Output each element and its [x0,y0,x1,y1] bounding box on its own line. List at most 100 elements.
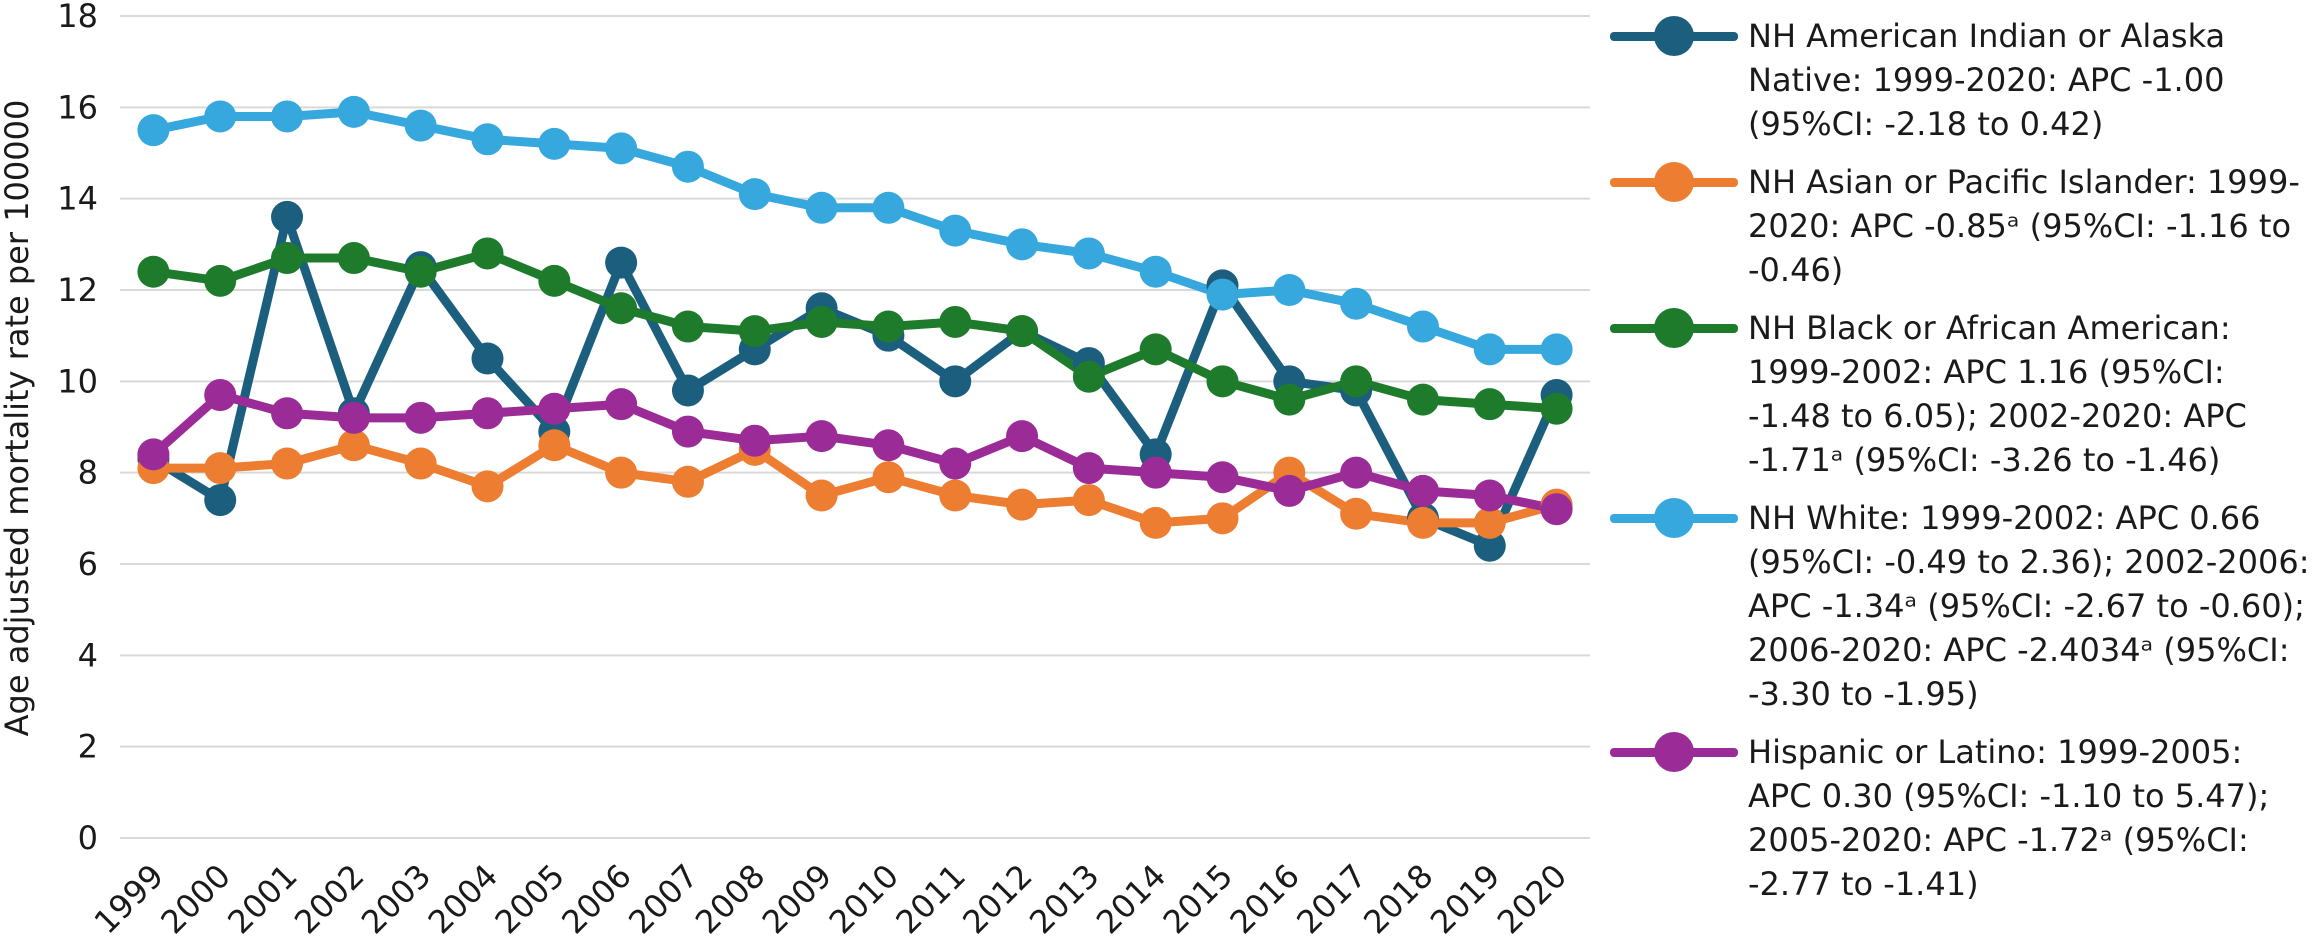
data-point-series-1 [471,342,504,375]
data-point-series-3 [1273,383,1306,416]
data-point-series-4 [337,95,370,128]
data-point-series-2 [872,461,905,494]
legend-label: NH White: 1999-2002: APC 0.66 (95%CI: -0… [1748,499,2310,713]
x-tick-label: 2003 [354,857,438,941]
data-point-series-4 [738,178,771,211]
y-tick-label: 2 [78,728,98,766]
data-point-series-2 [1406,506,1439,539]
legend-label: NH Asian or Pacific Islander: 1999-2020:… [1748,163,2300,289]
data-point-series-3 [1006,315,1039,348]
data-point-series-5 [1273,474,1306,507]
data-point-series-2 [805,479,838,512]
data-point-series-2 [605,456,638,489]
data-point-series-4 [872,191,905,224]
data-point-series-1 [204,484,237,517]
data-point-series-4 [538,127,571,160]
x-tick-label: 2012 [955,857,1039,941]
data-point-series-3 [271,242,304,275]
data-point-series-4 [1406,310,1439,343]
x-tick-label: 1999 [87,857,171,941]
data-point-series-3 [471,237,504,270]
data-point-series-5 [1206,461,1239,494]
data-point-series-5 [1139,456,1172,489]
data-point-series-5 [805,420,838,453]
data-point-series-5 [939,447,972,480]
legend-item: NH Asian or Pacific Islander: 1999-2020:… [1610,160,2310,292]
x-tick-label: 2020 [1490,857,1574,941]
x-axis-ticks: 1999200020012002200320042005200620072008… [87,857,1575,941]
x-tick-label: 2007 [621,857,705,941]
data-point-series-3 [872,310,905,343]
data-point-series-2 [1006,488,1039,521]
data-point-series-2 [1072,484,1105,517]
y-tick-label: 0 [78,819,98,857]
data-point-series-4 [805,191,838,224]
legend-label: Hispanic or Latino: 1999-2005: APC 0.30 … [1748,733,2270,903]
data-point-series-3 [137,255,170,288]
data-point-series-5 [538,392,571,425]
x-tick-label: 2019 [1423,857,1507,941]
data-point-series-5 [738,424,771,457]
data-point-series-5 [605,388,638,421]
legend-label: NH American Indian or Alaska Native: 199… [1748,17,2226,143]
data-point-series-2 [538,429,571,462]
data-point-series-4 [137,114,170,147]
gridlines [120,15,1590,839]
y-tick-label: 18 [57,0,98,35]
data-point-series-5 [271,397,304,430]
legend-item: NH Black or African American: 1999-2002:… [1610,306,2310,482]
data-point-series-2 [404,447,437,480]
data-point-series-4 [671,150,704,183]
data-point-series-4 [1072,237,1105,270]
x-tick-label: 2005 [488,857,572,941]
data-point-series-5 [872,429,905,462]
data-point-series-2 [1206,502,1239,535]
data-point-series-2 [337,429,370,462]
data-point-series-2 [271,447,304,480]
series-line-3 [148,249,1562,414]
x-tick-label: 2016 [1223,857,1307,941]
data-point-series-4 [1206,278,1239,311]
y-tick-label: 8 [78,454,98,492]
data-point-series-2 [939,479,972,512]
legend-label: NH Black or African American: 1999-2002:… [1748,309,2247,479]
data-point-series-3 [1340,365,1373,398]
data-point-series-4 [1139,255,1172,288]
data-point-series-4 [1273,274,1306,306]
legend-swatch [1610,730,1738,774]
data-point-series-4 [471,123,504,156]
y-tick-label: 14 [57,180,98,218]
series-lines [148,107,1562,551]
x-tick-label: 2017 [1289,857,1373,941]
data-point-series-3 [1473,388,1506,421]
x-tick-label: 2002 [287,857,371,941]
data-point-series-4 [204,100,237,133]
data-point-series-5 [671,415,704,448]
data-point-series-2 [1139,506,1172,539]
x-tick-label: 2009 [755,857,839,941]
x-tick-label: 2013 [1022,857,1106,941]
data-point-series-3 [204,264,237,297]
x-tick-label: 2006 [554,857,638,941]
data-point-series-4 [1473,333,1506,366]
data-point-series-3 [939,305,972,338]
legend-swatch [1610,306,1738,350]
data-point-series-1 [939,365,972,398]
x-tick-label: 2000 [153,857,237,941]
y-axis-title: Age adjusted mortality rate per 100000 [0,100,36,737]
legend-item: NH American Indian or Alaska Native: 199… [1610,14,2310,146]
data-point-series-3 [538,264,571,297]
data-point-series-5 [1072,452,1105,485]
x-tick-label: 2001 [220,857,304,941]
data-point-series-5 [404,401,437,434]
data-point-series-2 [671,465,704,498]
data-point-series-5 [1540,493,1573,526]
data-point-series-3 [337,242,370,275]
y-tick-label: 6 [78,545,98,583]
x-tick-label: 2004 [421,857,505,941]
data-point-series-3 [404,255,437,288]
data-point-series-3 [671,310,704,343]
y-tick-label: 12 [57,271,98,309]
data-point-series-4 [1340,287,1373,320]
legend-swatch [1610,160,1738,204]
